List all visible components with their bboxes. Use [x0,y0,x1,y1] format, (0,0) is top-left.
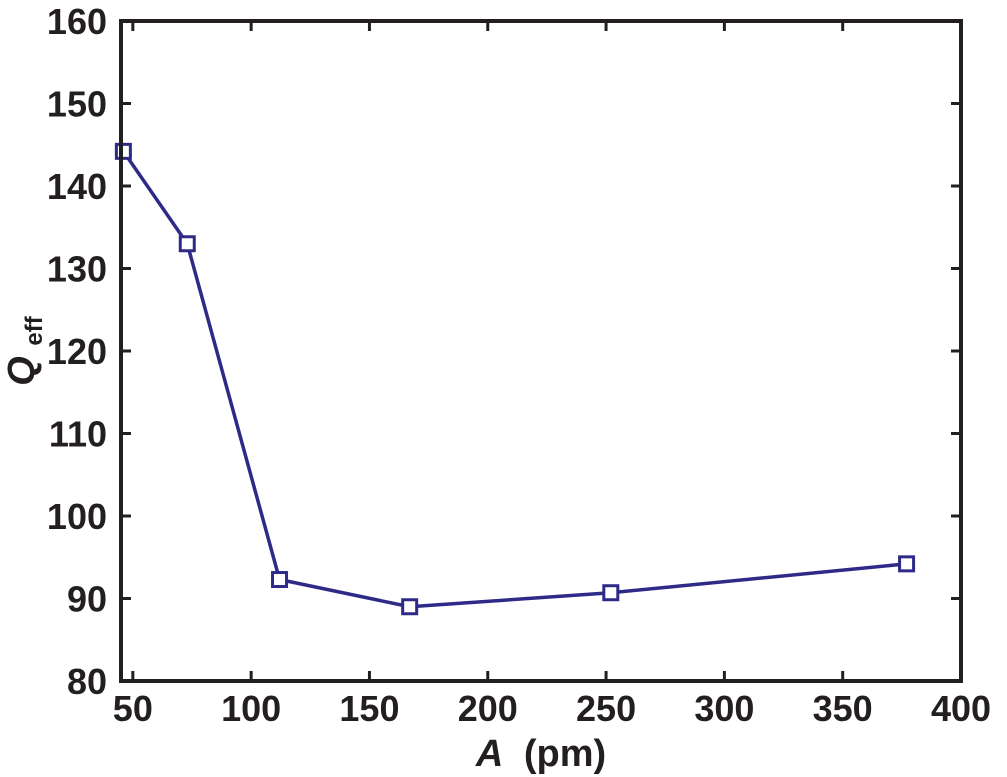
y-tick-label: 110 [49,414,107,455]
y-tick-label: 80 [67,661,107,702]
y-tick-label: 120 [47,331,107,372]
x-tick-label: 150 [339,688,399,729]
tick-labels: 50 100 150 200 250 300 350 400 80 90 100 110 120 130 1… [47,1,991,729]
x-tick-label: 250 [576,688,636,729]
x-axis-label: A (pm) [475,733,606,775]
x-tick-label: 300 [694,688,754,729]
y-tick-label: 130 [47,249,107,290]
x-tick-label: 400 [931,688,991,729]
axis-ticks [121,19,963,683]
data-point [271,571,289,589]
y-axis-symbol: Q [1,356,43,386]
plot-frame [119,19,963,683]
series-line [121,150,907,609]
x-axis-unit: (pm) [524,733,606,775]
y-tick-label: 100 [47,496,107,537]
x-tick-label: 200 [458,688,518,729]
data-point [114,142,132,160]
x-tick-label: 50 [113,688,153,729]
data-point [178,235,196,253]
y-tick-label: 140 [47,166,107,207]
y-tick-label: 90 [67,579,107,620]
y-axis-subscript: eff [21,315,48,345]
x-tick-label: 100 [221,688,281,729]
data-point [401,598,419,616]
series-layer [114,142,916,616]
data-point [898,555,916,573]
y-tick-label: 150 [47,84,107,125]
x-tick-label: 350 [813,688,873,729]
y-tick-label: 160 [47,1,107,42]
y-axis-label: Q eff [1,315,48,385]
data-point [602,584,620,602]
x-axis-symbol: A [475,733,503,775]
